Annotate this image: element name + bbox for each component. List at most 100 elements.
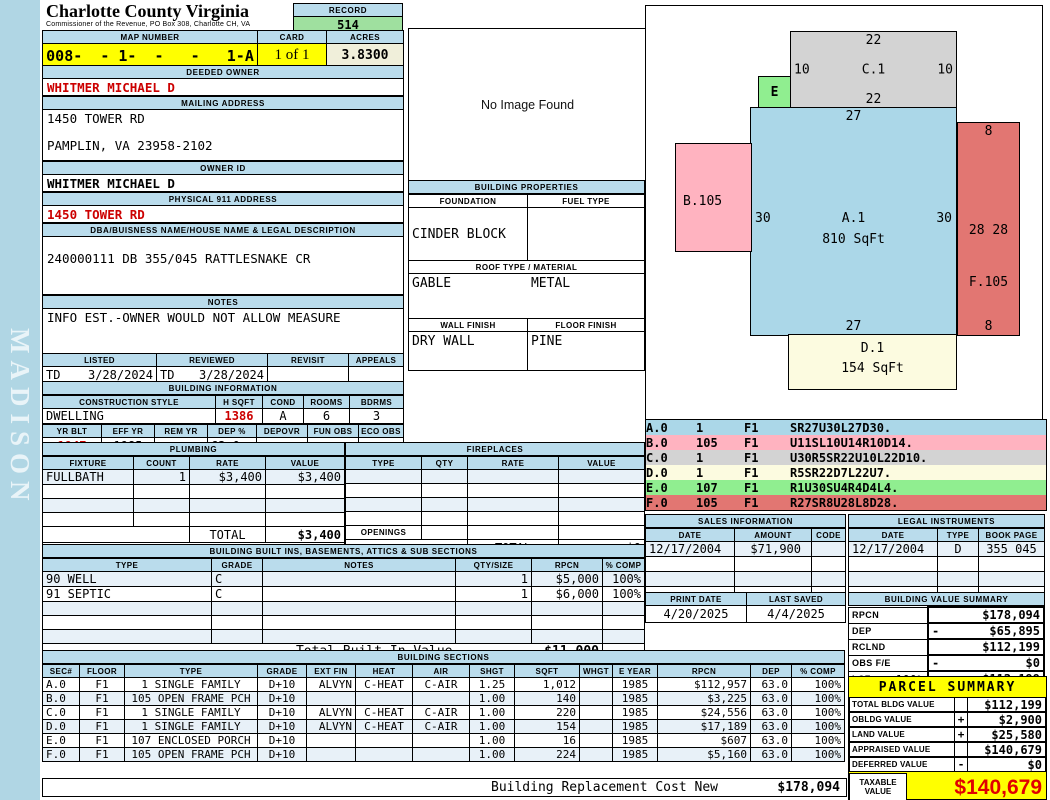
- dim-label: 8: [984, 319, 993, 334]
- building-value-summary-title: BUILDING VALUE SUMMARY: [848, 592, 1045, 606]
- cell: [467, 497, 559, 512]
- cell: F.0: [646, 495, 668, 510]
- cell: [531, 601, 603, 616]
- cell: [811, 541, 846, 557]
- sketch-section-e: E: [758, 76, 791, 109]
- legal-title: LEGAL INSTRUMENTS: [848, 514, 1045, 528]
- cell: [579, 691, 613, 706]
- cell: 1985: [612, 719, 658, 734]
- construction-style-label: CONSTRUCTION STYLE: [42, 395, 216, 409]
- cell: [412, 733, 470, 748]
- building-value-summary: BUILDING VALUE SUMMARY RPCN $178,094 DEP: [848, 592, 1045, 688]
- table-row: [42, 601, 645, 616]
- section-id: F.105: [968, 275, 1009, 290]
- table-row: B.0 F1 105 OPEN FRAME PCH D+10 1.00 140 …: [42, 691, 845, 706]
- parcel-sign: -: [955, 757, 968, 772]
- parcel-label: TOTAL BLDG VALUE: [849, 697, 955, 712]
- rate-label: RATE: [467, 456, 559, 470]
- table-row: [345, 497, 645, 512]
- cell: [306, 733, 356, 748]
- grade-label: GRADE: [257, 664, 307, 678]
- type-label: TYPE: [937, 528, 979, 542]
- extfin-label: EXT FIN: [306, 664, 356, 678]
- cell: $6,000: [531, 586, 603, 602]
- cell: [189, 498, 266, 513]
- comp-label: % COMP: [791, 664, 845, 678]
- summary-label-cell: RCLND: [848, 638, 929, 656]
- foundation-value: CINDER BLOCK: [408, 207, 528, 261]
- cell: [42, 601, 212, 616]
- cell: 63.0: [750, 719, 792, 734]
- cell: [558, 483, 645, 498]
- print-date-label: PRINT DATE: [645, 592, 747, 606]
- cell: C-AIR: [412, 719, 470, 734]
- summary-value: $0: [1025, 656, 1040, 670]
- fireplaces-title: FIREPLACES: [345, 442, 645, 456]
- building-properties: BUILDING PROPERTIES FOUNDATION FUEL TYPE…: [408, 180, 645, 371]
- value-label: VALUE: [265, 456, 345, 470]
- parcel-label: DEFERRED VALUE: [849, 757, 955, 772]
- cell: $3,400: [265, 469, 345, 485]
- summary-label: RCLND: [852, 642, 886, 652]
- cell: 1985: [612, 705, 658, 720]
- comp-label: % COMP: [602, 558, 645, 572]
- type-label: TYPE: [42, 558, 212, 572]
- summary-value-cell: $178,094: [927, 606, 1045, 624]
- cell: FULLBATH: [42, 469, 134, 485]
- parcel-label: OBLDG VALUE: [849, 712, 955, 727]
- cell: [306, 691, 356, 706]
- table-row: A.0 F1 1 SINGLE FAMILY D+10 ALVYN C-HEAT…: [42, 677, 845, 692]
- dim-label: 10: [937, 62, 953, 78]
- cell: D+10: [257, 747, 307, 762]
- cell: 1.00: [469, 747, 515, 762]
- summary-value-cell: - $65,895: [927, 622, 1045, 640]
- cell: 100%: [791, 691, 845, 706]
- cell: C-HEAT: [355, 705, 413, 720]
- sketch-section-b: B.105: [675, 143, 752, 252]
- dim-label: 27: [845, 319, 862, 334]
- cell: $17,189: [657, 719, 751, 734]
- cell: [412, 747, 470, 762]
- reviewed-label: REVIEWED: [156, 353, 268, 367]
- rate-label: RATE: [189, 456, 266, 470]
- builtins-table: BUILDING BUILT INS, BASEMENTS, ATTICS & …: [42, 544, 645, 660]
- cell: 100%: [602, 586, 645, 602]
- table-row: [42, 615, 645, 630]
- wall-finish-value: DRY WALL: [408, 331, 528, 371]
- plumbing-total-value: $3,400: [265, 526, 345, 543]
- cell: $24,556: [657, 705, 751, 720]
- cell: 105: [696, 435, 718, 450]
- cell: [579, 719, 613, 734]
- cell: 1.00: [469, 733, 515, 748]
- section-area: 154 SqFt: [841, 361, 904, 376]
- parcel-sign: [955, 742, 968, 757]
- table-row: [345, 469, 645, 484]
- cell: D.0: [42, 719, 80, 734]
- print-dates: PRINT DATE LAST SAVED 4/20/2025 4/4/2025: [645, 592, 846, 623]
- cell: 1: [133, 469, 190, 485]
- parcel-sign: +: [955, 712, 968, 727]
- sales-title: SALES INFORMATION: [645, 514, 846, 528]
- record-label: RECORD: [293, 3, 403, 17]
- cell: D+10: [257, 733, 307, 748]
- table-row: E.0 F1 107 ENCLOSED PORCH D+10 1.00 16 1…: [42, 733, 845, 748]
- mailing-address-value: 1450 TOWER RD PAMPLIN, VA 23958-2102: [42, 110, 404, 161]
- cell: [133, 484, 190, 499]
- building-properties-title: BUILDING PROPERTIES: [408, 180, 645, 194]
- vector-row: D.0 1 F1 R5SR22D7L22U7.: [646, 465, 1046, 480]
- cell: [345, 483, 422, 498]
- sketch-section-f: 8 28 28 F.105 8: [957, 122, 1020, 336]
- dim-label: 10: [794, 62, 810, 78]
- cell: [937, 571, 979, 587]
- table-row: [42, 484, 345, 499]
- cell: [42, 498, 134, 513]
- cell: [421, 483, 468, 498]
- rcn-value: $178,094: [777, 780, 840, 795]
- taxable-label: TAXABLE VALUE: [849, 773, 907, 800]
- cell: [211, 615, 263, 630]
- vector-row: A.0 1 F1 SR27U30L27D30.: [646, 420, 1046, 435]
- book-page-label: BOOK PAGE: [978, 528, 1045, 542]
- cell: 355 045: [978, 541, 1045, 557]
- summary-sign: -: [932, 624, 940, 638]
- cell: F1: [744, 495, 759, 510]
